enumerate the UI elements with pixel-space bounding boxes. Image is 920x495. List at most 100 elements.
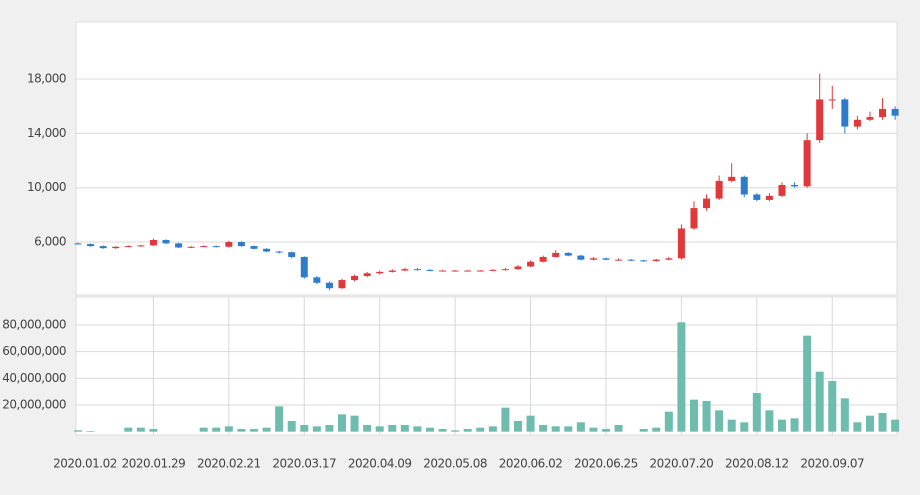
candle-body <box>489 269 497 271</box>
candle-body <box>413 269 421 271</box>
candle-body <box>866 117 874 120</box>
candle-body <box>715 180 723 199</box>
candle-body <box>677 228 685 259</box>
candle-body <box>187 246 195 248</box>
y-tick-label: 18,000 <box>27 72 66 86</box>
price-panel <box>75 21 898 296</box>
candle-body <box>137 245 145 247</box>
volume-bar <box>325 425 334 432</box>
candle-body <box>451 270 459 272</box>
volume-bar <box>752 393 761 432</box>
candle-body <box>363 273 371 276</box>
x-tick-label: 2020.07.20 <box>650 457 714 471</box>
candle-body <box>275 251 283 253</box>
x-tick-label: 2020.01.29 <box>122 457 186 471</box>
volume-bar <box>803 335 812 432</box>
candle-body <box>728 176 736 181</box>
x-tick-label: 2020.06.02 <box>499 457 563 471</box>
candle-body <box>149 239 157 246</box>
candle-body <box>665 258 673 260</box>
volume-bar <box>702 401 711 432</box>
volume-bar <box>526 415 535 432</box>
candle-body <box>162 239 170 244</box>
volume-bar <box>815 371 824 432</box>
volume-bar <box>777 419 786 432</box>
candle-body <box>87 244 95 247</box>
volume-bar <box>413 426 422 432</box>
candle-body <box>99 246 107 249</box>
volume-bar <box>664 411 673 432</box>
volume-bar <box>312 426 321 432</box>
candle-body <box>250 246 258 249</box>
candle-body <box>778 184 786 196</box>
candle-body <box>200 246 208 248</box>
volume-bar <box>275 406 284 432</box>
candle-body <box>879 108 887 118</box>
volume-bar <box>564 426 573 432</box>
candle-body <box>464 270 472 272</box>
x-tick-label: 2020.05.08 <box>423 457 487 471</box>
candle-body <box>212 246 220 248</box>
candle-body <box>288 252 296 257</box>
volume-bar <box>501 407 510 432</box>
x-tick-label: 2020.04.09 <box>348 457 412 471</box>
volume-bar <box>488 426 497 432</box>
volume-bar <box>476 427 485 432</box>
x-tick-label: 2020.08.12 <box>725 457 789 471</box>
candle-body <box>589 258 597 260</box>
volume-bar <box>727 419 736 432</box>
y-tick-label: 10,000 <box>27 180 66 194</box>
candle-body <box>816 99 824 141</box>
volume-bar <box>350 415 359 432</box>
volume-bar <box>74 430 82 432</box>
volume-bar <box>740 422 749 432</box>
candle-body <box>828 99 836 101</box>
y-tick-label: 80,000,000 <box>2 318 66 332</box>
volume-bar <box>199 427 208 432</box>
candle-body <box>791 184 799 187</box>
candle-body <box>652 259 660 262</box>
candle-body <box>740 176 748 195</box>
volume-bar <box>425 427 434 432</box>
candle-body <box>325 282 333 289</box>
y-tick-label: 20,000,000 <box>2 398 66 412</box>
y-tick-label: 14,000 <box>27 126 66 140</box>
volume-bar <box>652 427 661 432</box>
x-tick-label: 2020.06.25 <box>574 457 638 471</box>
volume-bar <box>124 427 133 432</box>
x-tick-label: 2020.03.17 <box>272 457 336 471</box>
volume-bar <box>388 425 397 432</box>
candle-body <box>313 277 321 283</box>
candle-body <box>853 119 861 127</box>
volume-bar <box>513 421 522 432</box>
volume-bar <box>689 399 698 432</box>
volume-bar <box>765 410 774 432</box>
x-tick-label: 2020.02.21 <box>197 457 261 471</box>
candle-body <box>514 266 522 270</box>
volume-bar <box>677 322 686 432</box>
volume-bar <box>790 418 799 432</box>
candle-body <box>501 269 509 271</box>
candle-body <box>703 198 711 209</box>
volume-bar <box>853 422 862 432</box>
volume-bar <box>614 425 623 432</box>
candle-body <box>627 259 635 261</box>
candle-body <box>376 271 384 274</box>
volume-bar <box>715 410 724 432</box>
volume-bar <box>551 426 560 432</box>
volume-bar <box>828 381 837 432</box>
volume-bar <box>840 398 849 432</box>
candle-body <box>388 270 396 272</box>
volume-bar <box>212 427 221 432</box>
volume-bar <box>375 426 384 432</box>
x-tick-label: 2020.01.02 <box>53 457 117 471</box>
candle-body <box>841 99 849 127</box>
candle-body <box>552 252 560 257</box>
candle-body <box>237 242 245 247</box>
volume-bar <box>891 419 900 432</box>
candle-body <box>765 195 773 200</box>
volume-bar <box>149 429 158 432</box>
candle-body <box>891 108 899 116</box>
volume-bar <box>438 429 447 432</box>
candle-body <box>338 280 346 289</box>
